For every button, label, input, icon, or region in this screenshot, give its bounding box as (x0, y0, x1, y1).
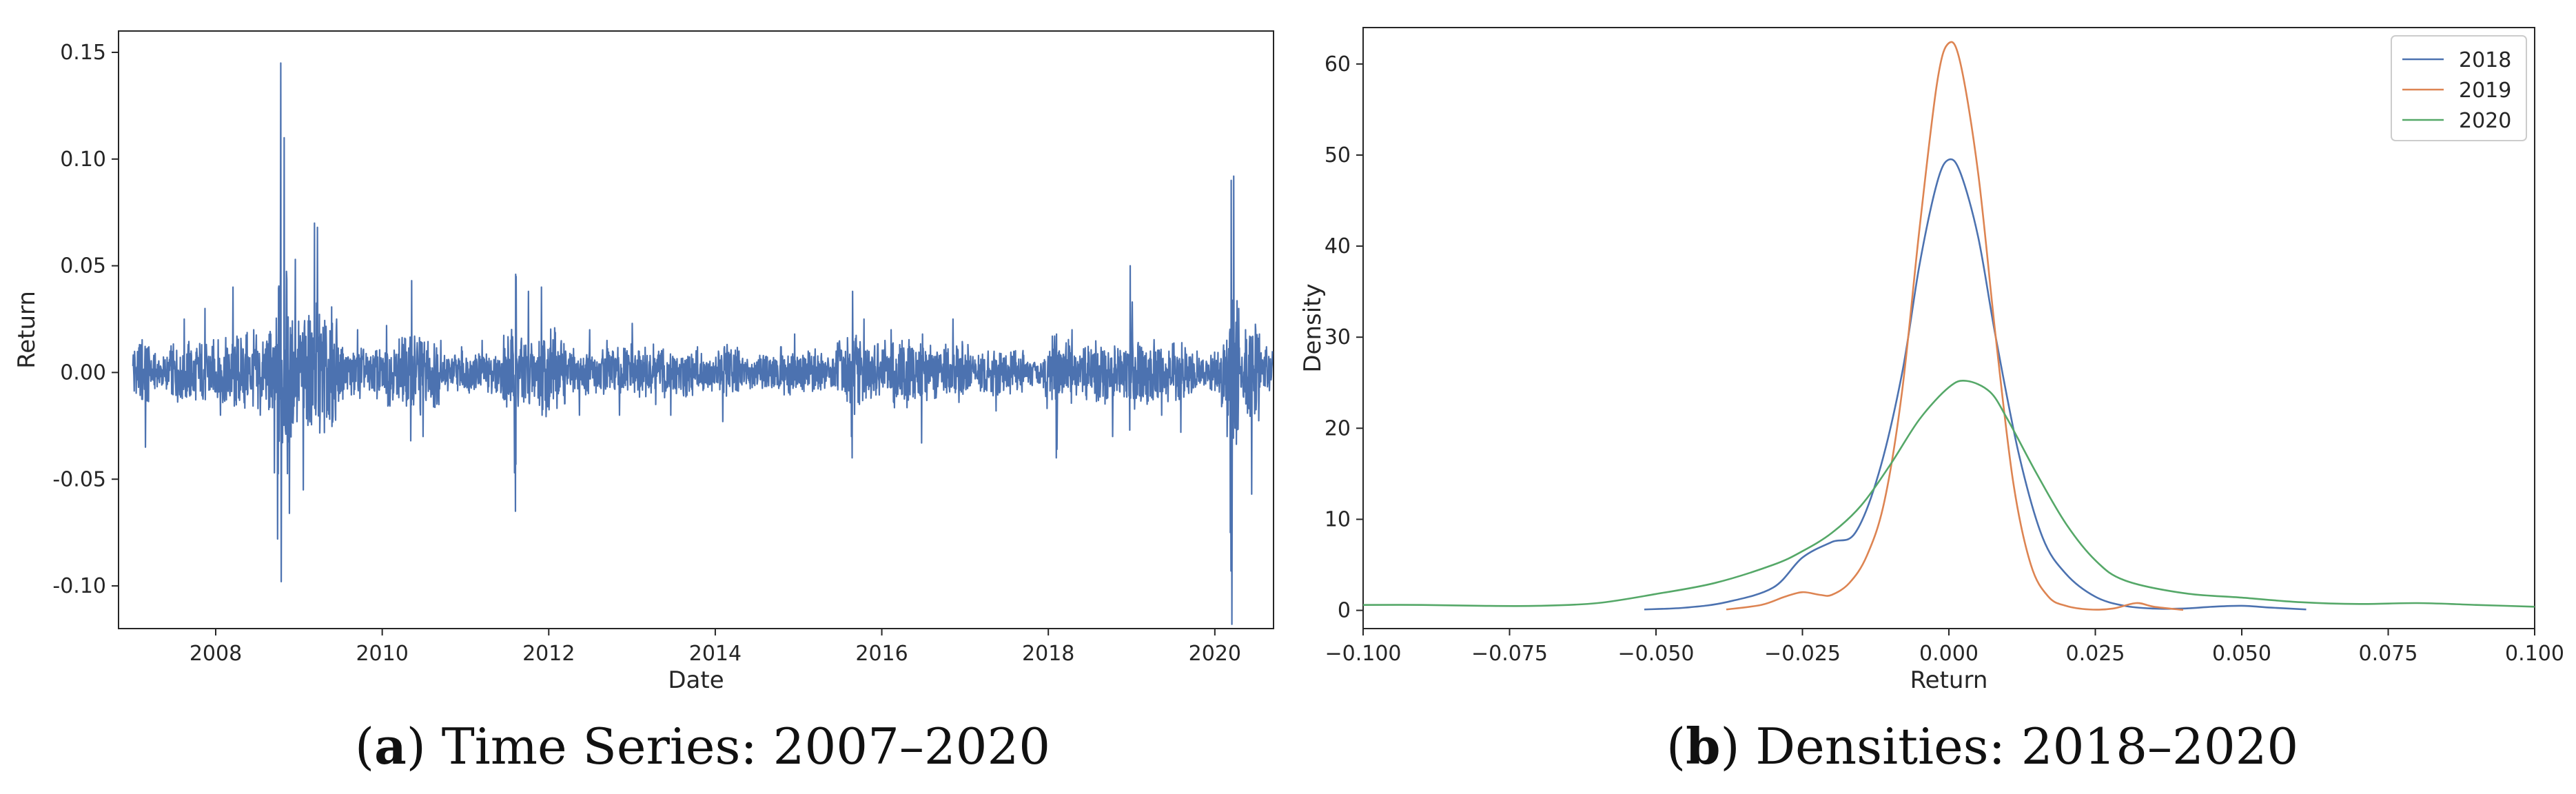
caption-b-text: Densities: 2018–2020 (1755, 717, 2299, 775)
y-tick-label: 30 (1325, 325, 1351, 349)
x-tick-label: 0.075 (2359, 642, 2418, 666)
time-series-plot-area (118, 30, 1274, 629)
density-chart: −0.100 −0.075 −0.050 −0.025 0.000 0.025 0.050 0… (1299, 27, 2564, 694)
density-lines (1362, 41, 2535, 611)
caption-a: (a) Time Series: 2007–2020 (355, 717, 1051, 775)
y-tick-label: 10 (1325, 507, 1351, 531)
time-series-y-ticks: -0.10 -0.05 0.00 0.05 0.10 0.15 (52, 41, 119, 598)
y-tick-label: 0.00 (60, 360, 106, 385)
x-tick-label: −0.100 (1325, 642, 1401, 666)
density-x-ticks: −0.100 −0.075 −0.050 −0.025 0.000 0.025 0.050 0… (1325, 629, 2564, 666)
density-x-axis-label: Return (1910, 666, 1988, 694)
time-series-lines (132, 62, 1274, 625)
x-tick-label: 0.025 (2066, 642, 2125, 666)
caption-a-letter: a (374, 717, 407, 775)
density-y-axis-label: Density (1299, 283, 1327, 372)
y-tick-label: 20 (1325, 416, 1351, 440)
caption-b: (b) Densities: 2018–2020 (1666, 717, 2299, 775)
y-tick-label: 0.10 (60, 147, 106, 172)
legend-label-2019: 2019 (2459, 79, 2511, 103)
x-tick-label: 2012 (522, 642, 575, 666)
density-plot-area (1362, 27, 2535, 629)
x-tick-label: −0.025 (1764, 642, 1841, 666)
x-tick-label: 2016 (855, 642, 908, 666)
time-series-chart: 2008 2010 2012 2014 2016 2018 2020 -0.10 -0.05 0… (13, 30, 1274, 694)
y-tick-label: 40 (1325, 234, 1351, 258)
density-legend: 2018 2019 2020 (2391, 35, 2527, 141)
legend-label-2020: 2020 (2459, 109, 2511, 133)
y-tick-label: -0.10 (52, 574, 106, 598)
legend-label-2018: 2018 (2459, 48, 2511, 72)
density-line-2019 (1726, 41, 2184, 611)
y-tick-label: -0.05 (52, 467, 106, 491)
legend-box (2391, 35, 2527, 141)
x-tick-label: 0.100 (2505, 642, 2564, 666)
x-tick-label: 2018 (1022, 642, 1074, 666)
time-series-x-axis-label: Date (668, 666, 724, 694)
return-series-line (132, 62, 1274, 625)
y-tick-label: 0.05 (60, 254, 106, 278)
density-line-2020 (1362, 380, 2535, 608)
x-tick-label: 0.000 (1919, 642, 1979, 666)
y-tick-label: 0.15 (60, 41, 106, 65)
x-tick-label: 2008 (190, 642, 242, 666)
time-series-x-ticks: 2008 2010 2012 2014 2016 2018 2020 (190, 629, 1241, 666)
y-tick-label: 0 (1338, 599, 1351, 623)
x-tick-label: 0.050 (2212, 642, 2271, 666)
density-line-2018 (1644, 158, 2307, 611)
time-series-y-axis-label: Return (13, 291, 41, 369)
y-tick-label: 60 (1325, 52, 1351, 77)
x-tick-label: 2014 (689, 642, 742, 666)
x-tick-label: 2020 (1189, 642, 1241, 666)
caption-b-letter: b (1686, 717, 1721, 775)
x-tick-label: 2010 (356, 642, 408, 666)
x-tick-label: −0.050 (1617, 642, 1694, 666)
caption-a-text: Time Series: 2007–2020 (441, 717, 1051, 775)
y-tick-label: 50 (1325, 143, 1351, 167)
x-tick-label: −0.075 (1471, 642, 1548, 666)
density-y-ticks: 0 10 20 30 40 50 60 (1325, 52, 1363, 623)
